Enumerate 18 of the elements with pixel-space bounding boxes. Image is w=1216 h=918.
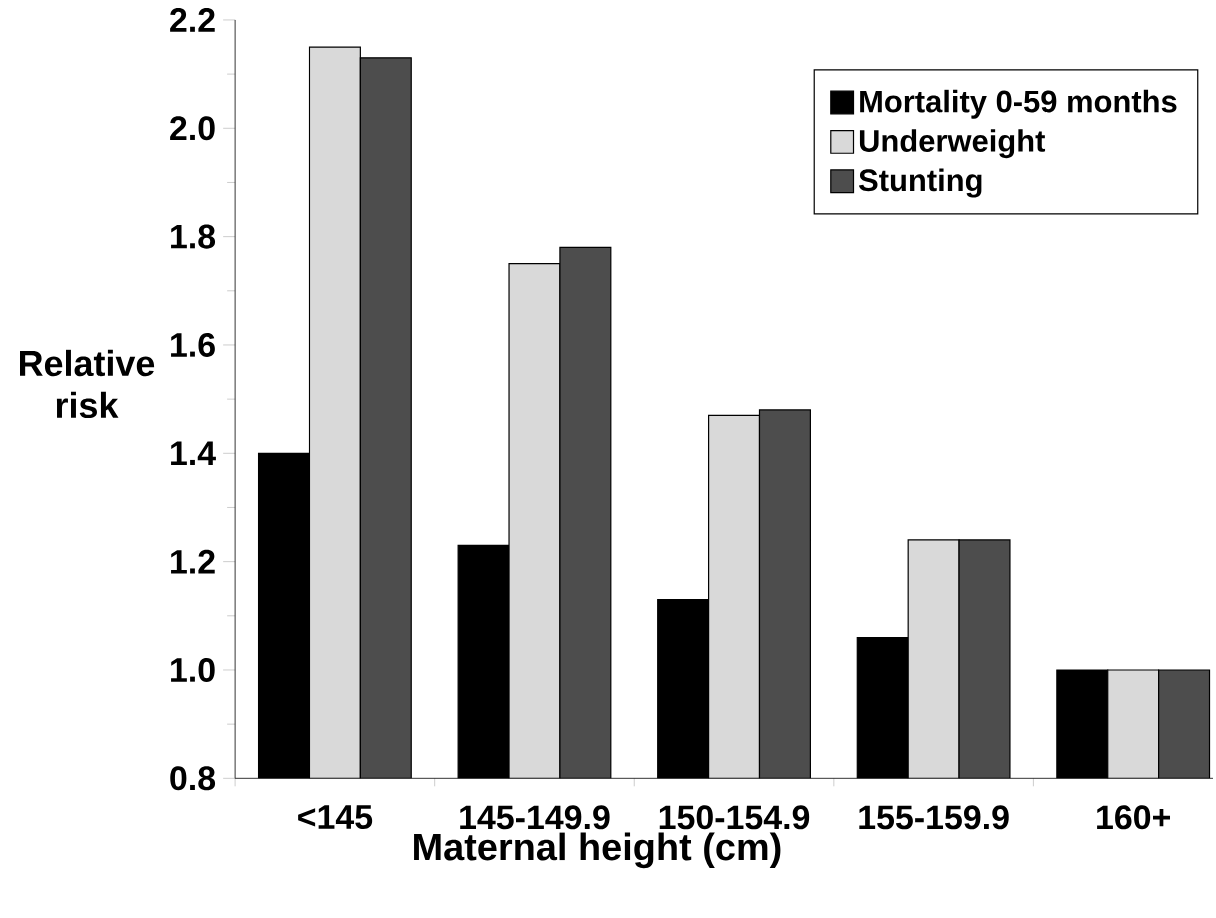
x-axis-title: Maternal height (cm) (414, 832, 781, 869)
legend-label: Mortality 0-59 months (860, 89, 1177, 119)
y-tick-label: 0.8 (170, 766, 216, 791)
x-tick-label: 145-149.9 (460, 805, 610, 830)
y-tick-label: 1.6 (171, 332, 215, 357)
legend-label: Stunting (858, 168, 982, 198)
y-tick-label: 1.8 (171, 224, 216, 249)
y-tick-label: 1.2 (171, 549, 215, 574)
y-axis-title: Relative risk (20, 349, 155, 419)
y-tick-label: 1.4 (171, 441, 216, 465)
legend-label: Underweight (859, 129, 1046, 159)
x-tick-label: 155-159.9 (859, 805, 1009, 830)
y-tick-label: 1.0 (171, 657, 215, 682)
y-tick-label: 2.0 (170, 116, 215, 141)
x-tick-label: 160+ (1097, 805, 1171, 830)
x-tick-label: 150-154.9 (659, 805, 810, 830)
x-tick-label: <145 (298, 805, 373, 830)
y-tick-label: 2.2 (170, 8, 215, 32)
